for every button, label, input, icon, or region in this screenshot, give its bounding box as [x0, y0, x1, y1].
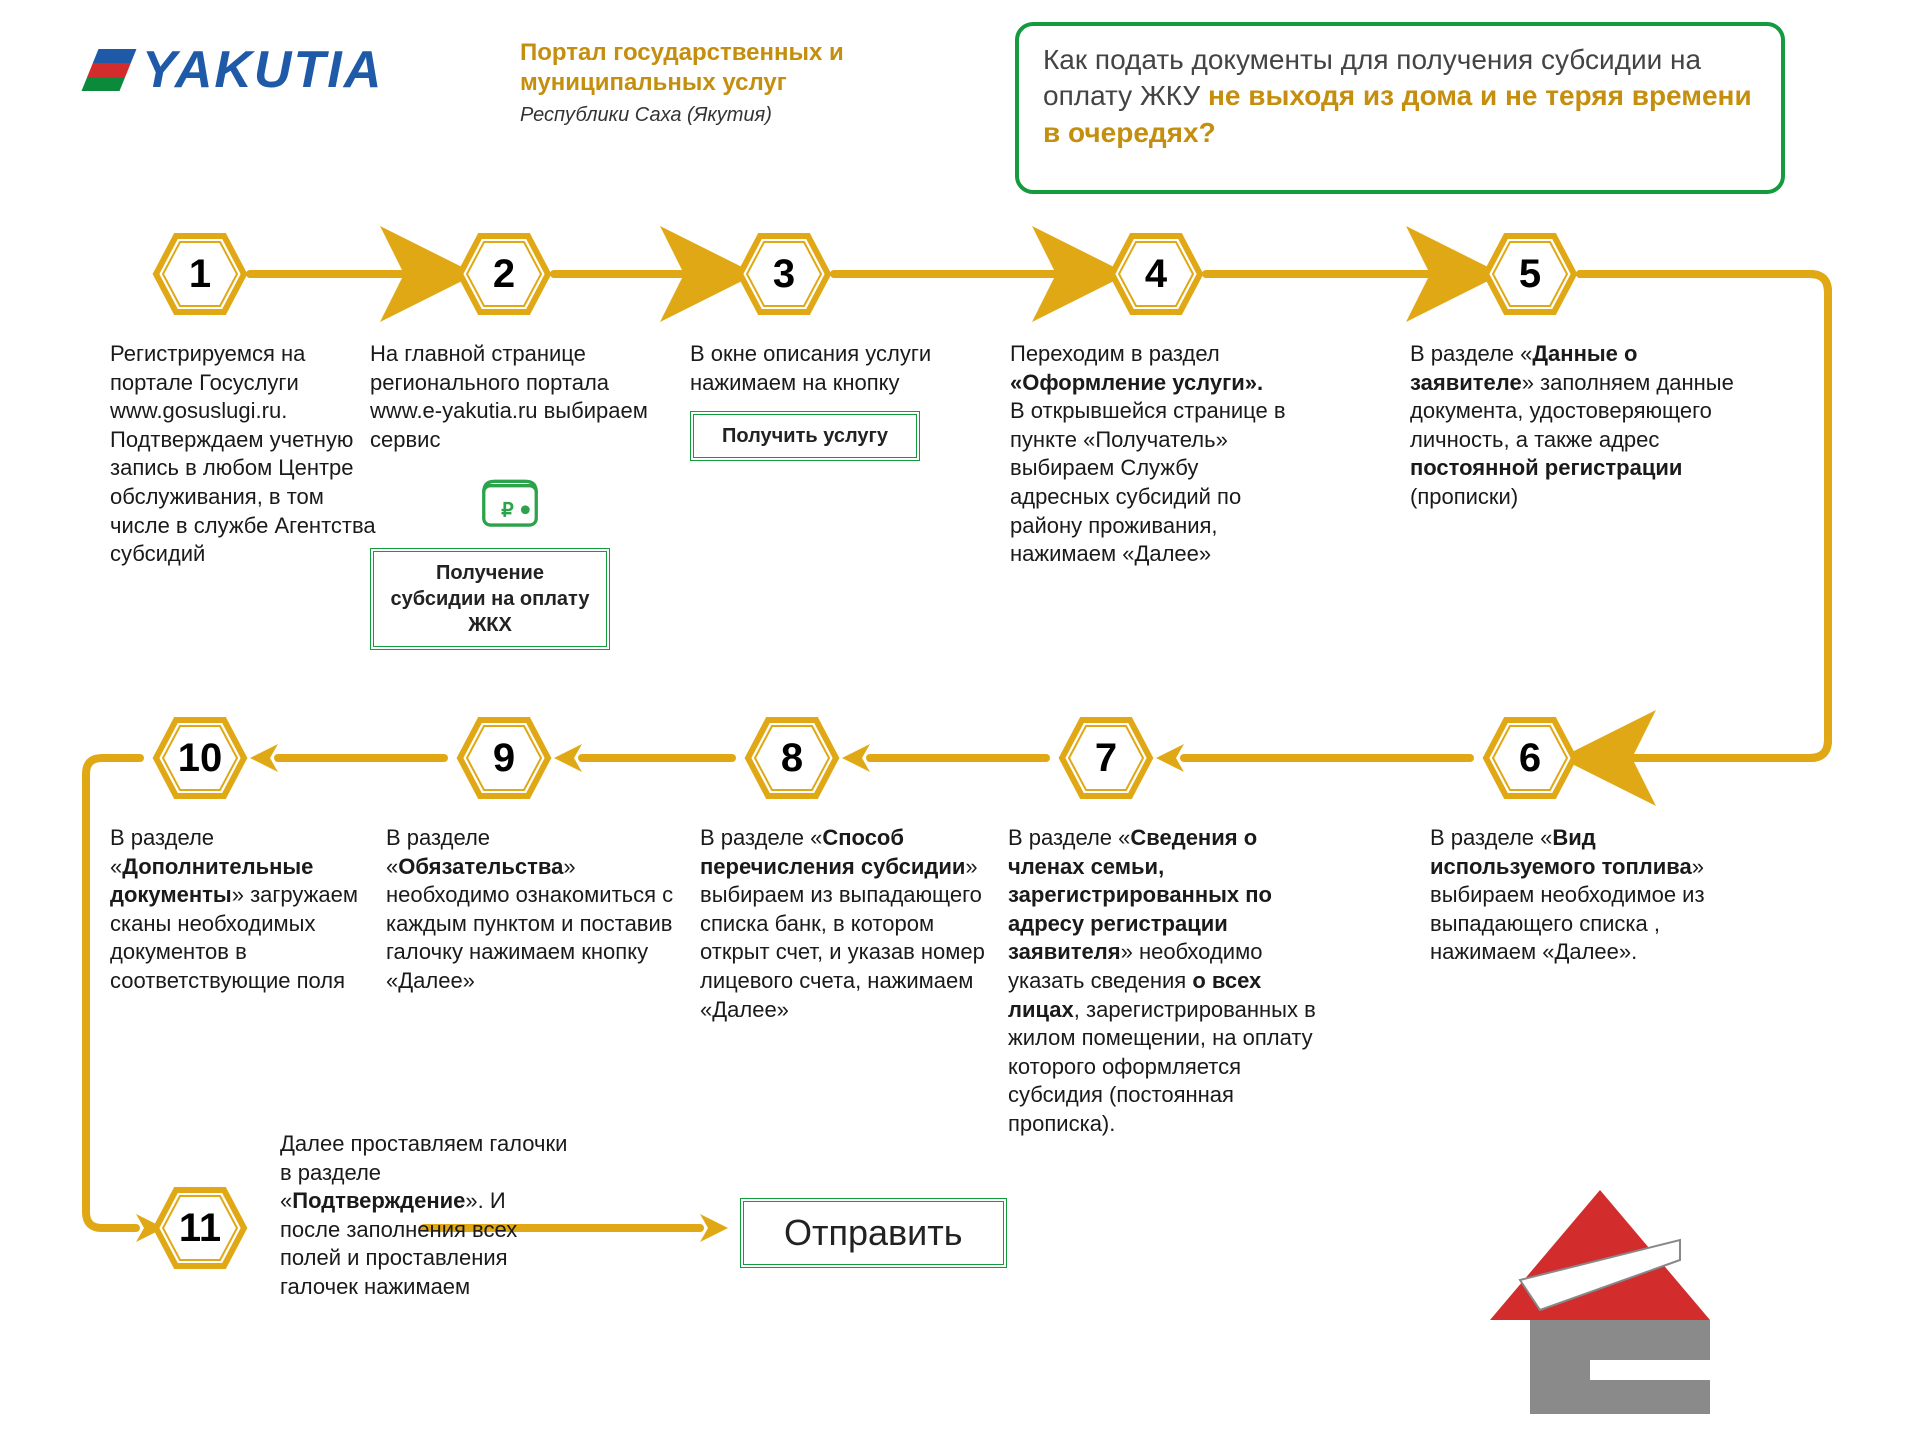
svg-text:₽: ₽	[501, 500, 514, 522]
s6a: В разделе «	[1430, 825, 1552, 850]
s5a: В разделе «	[1410, 341, 1532, 366]
s11b: Подтверждение	[292, 1188, 465, 1213]
s7a: В разделе «	[1008, 825, 1130, 850]
hex-step-1: 1	[152, 232, 248, 316]
step-7-text: В разделе «Сведения о членах семьи, заре…	[1008, 824, 1318, 1139]
s8a: В разделе «	[700, 825, 822, 850]
step-3-text-a: В окне описания услуги нажимаем на кнопк…	[690, 341, 931, 395]
s4a: Переходим в раздел	[1010, 341, 1220, 366]
logo: YAKUTIA	[90, 40, 383, 100]
step-11-text: Далее проставляем галочки в разделе «Под…	[280, 1130, 570, 1302]
speech-bubble: Как подать документы для получения субси…	[1015, 22, 1785, 194]
hex-step-7: 7	[1058, 716, 1154, 800]
portal-title: Портал государственных и муниципальных у…	[520, 38, 920, 98]
hex-step-11: 11	[152, 1186, 248, 1270]
step-2-box: Получение субсидии на оплату ЖКХ	[370, 548, 610, 650]
step-1-text: Регистрируемся на портале Госуслуги www.…	[110, 340, 380, 569]
hex-step-8: 8	[744, 716, 840, 800]
hex-step-9: 9	[456, 716, 552, 800]
step-10-text: В разделе «Дополнительные документы» заг…	[110, 824, 390, 996]
hex-step-4: 4	[1108, 232, 1204, 316]
hex-step-6: 6	[1482, 716, 1578, 800]
step-2-text: На главной странице регионального портал…	[370, 340, 650, 650]
step-3-text: В окне описания услуги нажимаем на кнопк…	[690, 340, 980, 461]
s4b: «Оформление услуги».	[1010, 370, 1263, 395]
step-4-text: Переходим в раздел «Оформление услуги». …	[1010, 340, 1300, 569]
hex-step-3: 3	[736, 232, 832, 316]
submit-box: Отправить	[740, 1198, 1007, 1268]
hex-step-5: 5	[1482, 232, 1578, 316]
wallet-icon: ₽	[475, 466, 545, 536]
hex-step-10: 10	[152, 716, 248, 800]
logo-text: YAKUTIA	[142, 40, 383, 100]
s4c: В открывшейся странице в пункте «Получат…	[1010, 398, 1286, 566]
step-3-box: Получить услугу	[690, 411, 920, 461]
step-5-text: В разделе «Данные о заявителе» заполняем…	[1410, 340, 1740, 512]
logo-stripes	[82, 49, 137, 91]
step-2-text-a: На главной странице регионального портал…	[370, 341, 648, 452]
step-8-text: В разделе «Способ перечисления субсидии»…	[700, 824, 990, 1024]
hex-step-2: 2	[456, 232, 552, 316]
ac-logo-icon	[1460, 1180, 1740, 1420]
step-9-text: В разделе «Обязательства» необходимо озн…	[386, 824, 676, 996]
portal-subtitle: Республики Саха (Якутия)	[520, 104, 920, 127]
s5d: постоянной регистрации	[1410, 455, 1682, 480]
step-6-text: В разделе «Вид используемого топлива» вы…	[1430, 824, 1740, 967]
s5e: (прописки)	[1410, 484, 1518, 509]
portal-block: Портал государственных и муниципальных у…	[520, 38, 920, 127]
s9b: Обязательства	[398, 854, 563, 879]
